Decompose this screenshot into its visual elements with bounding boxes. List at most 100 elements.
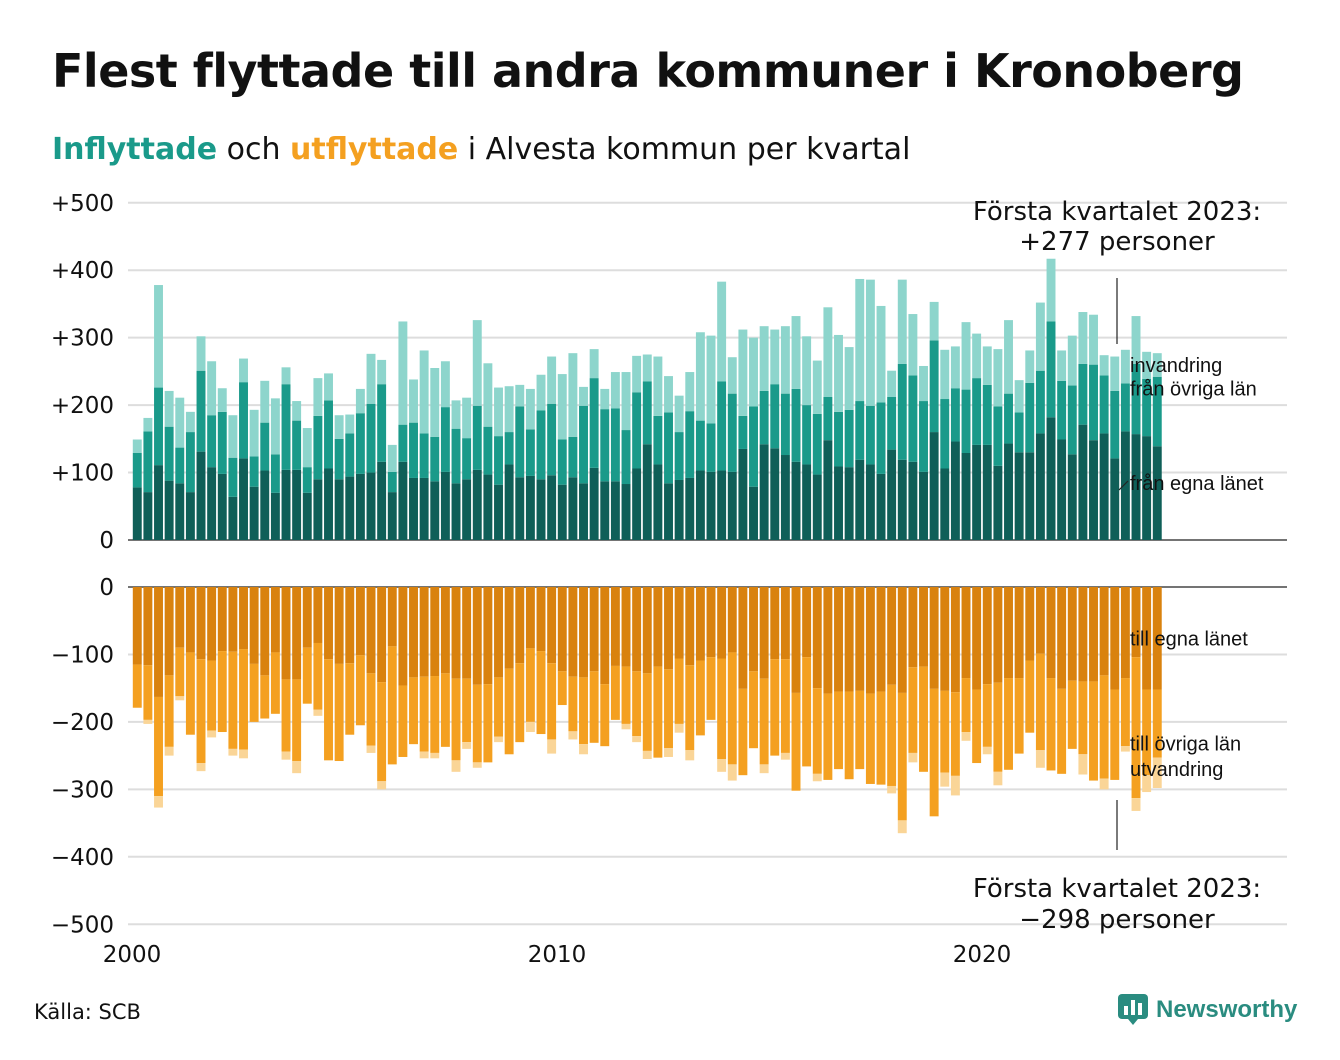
inflow-bar-segment (1089, 364, 1098, 441)
inflow-bar-segment (982, 346, 992, 385)
outflow-bar-segment (1035, 750, 1045, 768)
outflow-bar-segment (387, 587, 397, 647)
outflow-bar-segment (239, 587, 248, 650)
inflow-bar-segment (717, 381, 727, 471)
y-tick-label-top: +500 (51, 191, 114, 217)
inflow-bar-segment (674, 479, 684, 540)
inflow-bar-segment (249, 409, 259, 457)
outflow-bar-segment (823, 693, 833, 780)
outflow-bar-segment (1152, 587, 1162, 690)
outflow-bar-segment (1078, 754, 1088, 775)
outflow-bar-segment (1152, 757, 1162, 789)
outflow-bar-segment (685, 665, 695, 751)
inflow-bar-segment (462, 479, 472, 540)
outflow-bar-segment (950, 775, 960, 796)
inflow-bar-segment (1035, 370, 1045, 434)
inflow-bar-segment (1099, 375, 1109, 434)
inflow-bar-segment (483, 474, 493, 540)
outflow-bar-segment (409, 677, 418, 745)
inflow-bar-segment (950, 346, 960, 389)
outflow-bar-segment (653, 587, 663, 667)
inflow-bar-segment (653, 415, 663, 465)
outflow-bar-segment (993, 682, 1003, 772)
x-tick-label: 2020 (953, 942, 1012, 968)
inflow-bar-segment (749, 337, 758, 407)
inflow-bar-segment (228, 496, 238, 540)
inflow-bar-segment (281, 469, 291, 540)
inflow-bar-segment (164, 480, 174, 540)
outflow-bar-segment (281, 587, 291, 680)
outflow-bar-segment (249, 663, 259, 722)
inflow-bar-segment (695, 420, 705, 471)
outflow-bar-segment (281, 751, 291, 760)
inflow-bar-segment (249, 486, 259, 540)
inflow-bar-segment (812, 360, 822, 414)
inflow-bar-segment (1057, 380, 1067, 440)
inflow-bar-segment (621, 430, 631, 485)
inflow-bar-segment (472, 320, 482, 406)
outflow-bar-segment (228, 587, 238, 652)
outflow-bar-segment (780, 587, 790, 660)
inflow-bar-segment (154, 465, 163, 540)
inflow-bar-segment (834, 466, 843, 540)
inflow-bar-segment (366, 353, 376, 404)
outflow-bar-segment (876, 691, 886, 785)
inflow-bar-segment (887, 449, 897, 540)
outflow-bar-segment (164, 675, 174, 747)
inflow-bar-segment (865, 405, 875, 465)
inflow-bar-segment (175, 447, 185, 484)
series-labels: från egna länet från övriga läninvandring… (1118, 355, 1264, 781)
outflow-bar-segment (1014, 678, 1024, 754)
outflow-bar-segment (239, 649, 248, 750)
inflow-bar-segment (483, 363, 493, 427)
inflow-bar-segment (185, 432, 195, 493)
inflow-bar-segment (961, 322, 971, 390)
inflow-bar-segment (844, 347, 854, 410)
inflow-bar-segment (812, 413, 822, 475)
outflow-bar-segment (685, 750, 695, 761)
inflow-bar-segment (345, 433, 355, 477)
outflow-bar-segment (674, 723, 684, 733)
inflow-bar-segment (228, 457, 238, 497)
outflow-bar-segment (632, 736, 642, 743)
inflow-bar-segment (419, 350, 429, 434)
outflow-bar-segment (430, 587, 440, 677)
inflow-bar-segment (260, 470, 270, 540)
inflow-bar-segment (345, 476, 355, 540)
inflow-bar-segment (504, 464, 514, 540)
subtitle-rest: i Alvesta kommun per kvartal (458, 132, 911, 167)
inflow-bar-segment (738, 329, 748, 416)
outflow-bar-segment (1152, 689, 1162, 758)
inflow-bar-segment (802, 464, 812, 540)
inflow-bar-segment (547, 475, 557, 540)
inflow-bar-segment (334, 438, 344, 480)
inflow-bar-segment (132, 487, 142, 540)
inflow-bar-segment (557, 439, 567, 485)
inflow-bar-segment (1067, 335, 1077, 386)
outflow-bar-segment (504, 587, 514, 669)
outflow-bar-segment (1110, 689, 1120, 780)
outflow-bar-segment (642, 587, 652, 674)
inflow-bar-segment (589, 349, 599, 379)
y-tick-label-bottom: 0 (99, 575, 114, 601)
outflow-bar-segment (982, 746, 992, 755)
x-tick-labels: 2000 2010 2020 (103, 942, 1012, 968)
brand-logo: Newsworthy (1118, 994, 1297, 1026)
outflow-bar-segment (547, 739, 557, 754)
inflow-bar-segment (664, 483, 673, 540)
inflow-bar-segment (525, 475, 535, 540)
outflow-bar-segment (462, 587, 472, 679)
inflow-bar-segment (695, 332, 705, 421)
inflow-bar-segment (642, 444, 652, 540)
inflow-bar-segment (345, 414, 355, 434)
inflow-bar-segment (1035, 433, 1045, 540)
outflow-bar-segment (621, 723, 631, 730)
outflow-bar-segment (164, 587, 174, 676)
outflow-bar-segment (1120, 678, 1130, 747)
outflow-bar-segment (865, 693, 875, 784)
outflow-bar-segment (547, 663, 557, 740)
outflow-bar-segment (217, 587, 227, 652)
inflow-bar-segment (1035, 302, 1045, 371)
y-tick-label-top: +100 (51, 461, 114, 487)
inflow-bar-segment (589, 378, 599, 468)
